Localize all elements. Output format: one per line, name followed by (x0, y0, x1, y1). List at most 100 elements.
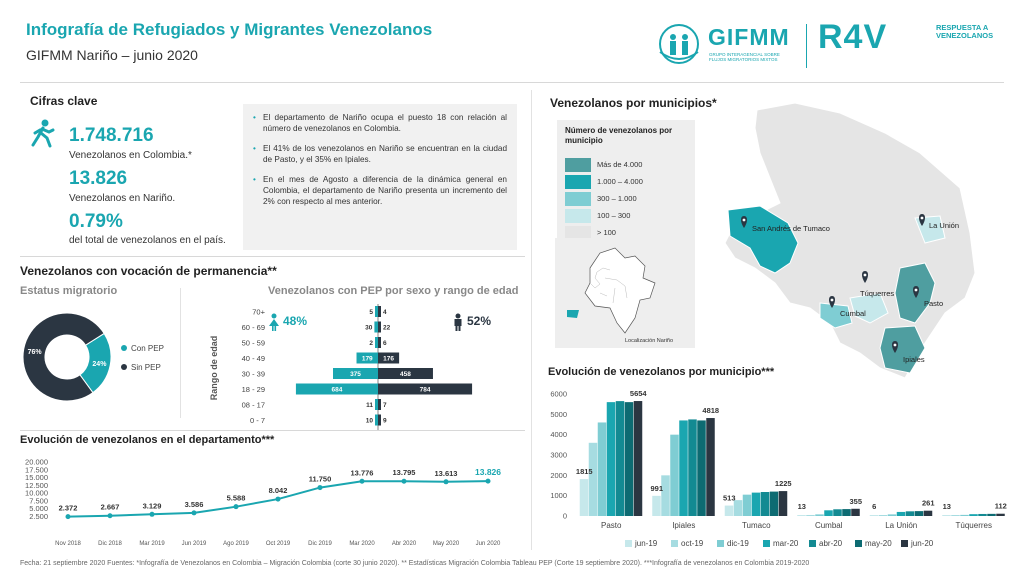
pyramid-age-label: 40 - 49 (242, 354, 265, 363)
bar (914, 511, 924, 516)
gifmm-logo-icon (659, 24, 699, 64)
map-pin-dot (830, 298, 834, 302)
narino-map: San Andrés de Tumaco La Unión Túquerres Pas… (724, 102, 976, 379)
key-notes-box: El departamento de Nariño ocupa el puest… (243, 104, 517, 250)
bar (878, 515, 888, 516)
bar (815, 514, 824, 516)
line-point (485, 478, 491, 484)
line-x-tick: Mar 2020 (349, 541, 375, 547)
line-x-tick: Jun 2020 (476, 541, 501, 547)
line-x-tick: Ago 2019 (223, 541, 249, 547)
cifras-heading: Cifras clave (30, 94, 98, 108)
pyramid-female-bar (375, 337, 378, 348)
map-place-label: Túquerres (860, 289, 894, 298)
bar-legend-label: jun-20 (910, 539, 934, 548)
pyramid-age-label: 30 - 39 (242, 370, 265, 379)
pct-value: 0.79% (69, 211, 123, 232)
pyramid-female-value: 179 (362, 356, 373, 363)
line-point (359, 478, 365, 484)
pyramid-female-bar (333, 368, 378, 379)
bar-legend-swatch (717, 540, 724, 547)
bar (769, 491, 779, 516)
pyramid-female-bar (295, 383, 378, 395)
line-x-tick: Dic 2019 (308, 541, 332, 547)
bar (579, 479, 589, 516)
column-divider (531, 90, 532, 550)
pep-heading: Venezolanos con PEP por sexo y rango de … (268, 285, 519, 297)
line-value-label: 3.129 (143, 501, 162, 510)
pyramid-female-bar (375, 414, 378, 426)
female-person-icon (269, 313, 279, 331)
map-place-label: Pasto (924, 299, 943, 308)
bar (896, 511, 906, 516)
bar (851, 508, 860, 516)
line-value-label: 2.372 (59, 504, 78, 513)
bar-value-label: 1815 (576, 467, 593, 476)
bar-legend-swatch (671, 540, 678, 547)
bar-value-label: 13 (798, 502, 806, 511)
pyramid-female-value: 30 (365, 325, 373, 332)
male-person-icon (454, 313, 462, 331)
map-legend-label: 1.000 – 4.000 (597, 177, 643, 186)
municipio-bar-chart: 6000 5000 4000 3000 2000 1000 0 Pasto Ipiales Tum… (550, 389, 1006, 548)
note-item: El 41% de los venezolanos en Nariño se e… (253, 143, 507, 165)
bar-legend-swatch (763, 540, 770, 547)
pyramid-female-bar (375, 399, 378, 410)
map-legend-swatch (565, 175, 591, 189)
pyramid-male-bar (378, 306, 381, 317)
map-legend-title: Número de venezolanos por municipio (565, 126, 673, 145)
donut-slice (22, 312, 105, 402)
pyramid-female-value: 375 (350, 371, 361, 378)
pyramid-male-value: 7 (383, 402, 387, 409)
line-point (275, 496, 281, 502)
donut-legend-swatch (121, 364, 127, 370)
bar-x-tick: Cumbal (815, 521, 843, 530)
pyramid-female-value: 10 (366, 418, 374, 425)
pyramid-male-value: 176 (383, 356, 394, 363)
bar-legend-swatch (625, 540, 632, 547)
male-pct: 52% (467, 314, 492, 328)
bar-value-label: 13 (943, 502, 951, 511)
bar-y-tick: 5000 (550, 410, 567, 419)
bar (797, 515, 806, 516)
female-pct: 48% (283, 314, 308, 328)
line-y-tick: 15.000 (25, 473, 48, 482)
pyramid-male-value: 22 (383, 325, 391, 332)
bar (742, 494, 752, 516)
logo-divider (806, 24, 807, 68)
total-colombia-label: Venezolanos en Colombia.* (69, 150, 192, 161)
bar (951, 515, 960, 516)
bar (996, 513, 1005, 516)
line-value-label: 8.042 (269, 486, 288, 495)
permanencia-heading: Venezolanos con vocación de permanencia*… (20, 264, 277, 278)
estatus-donut-chart: 24% 76% Con PEP Sin PEP (22, 312, 164, 402)
map-place-label: San Andrés de Tumaco (752, 224, 830, 233)
pyramid-female-value: 2 (369, 340, 373, 347)
bar (597, 422, 607, 516)
tuquerres-area (849, 292, 889, 324)
pyramid-male-bar (378, 352, 400, 364)
line-y-tick: 5.000 (29, 504, 48, 513)
bar-y-tick: 3000 (550, 451, 567, 460)
footer-sources: Fecha: 21 septiembre 2020 Fuentes: *Info… (20, 560, 810, 567)
map-legend-label: Más de 4.000 (597, 160, 643, 169)
bar (633, 401, 643, 516)
line-value-label: 13.613 (435, 469, 458, 478)
bar (842, 509, 851, 516)
line-y-tick: 20.000 (25, 458, 48, 467)
bar-x-tick: Pasto (601, 521, 622, 530)
bar-legend-swatch (809, 540, 816, 547)
bar-y-tick: 1000 (550, 491, 567, 500)
line-x-tick: Nov 2018 (55, 541, 81, 547)
pyramid-male-bar (378, 383, 473, 395)
pyramid-male-value: 6 (383, 340, 387, 347)
line-value-label: 5.588 (227, 494, 246, 503)
gifmm-logo-subtext: GRUPO INTERAGENCIAL SOBRE FLUJOS MIGRATO… (709, 52, 780, 62)
map-pin-dot (742, 218, 746, 222)
map-pin-icon (862, 271, 868, 283)
bar (942, 515, 951, 516)
line-y-tick: 2.500 (29, 512, 48, 521)
map-legend-item: > 100 (565, 226, 690, 240)
line-value-label: 11.750 (309, 475, 332, 484)
line-point (401, 478, 407, 484)
